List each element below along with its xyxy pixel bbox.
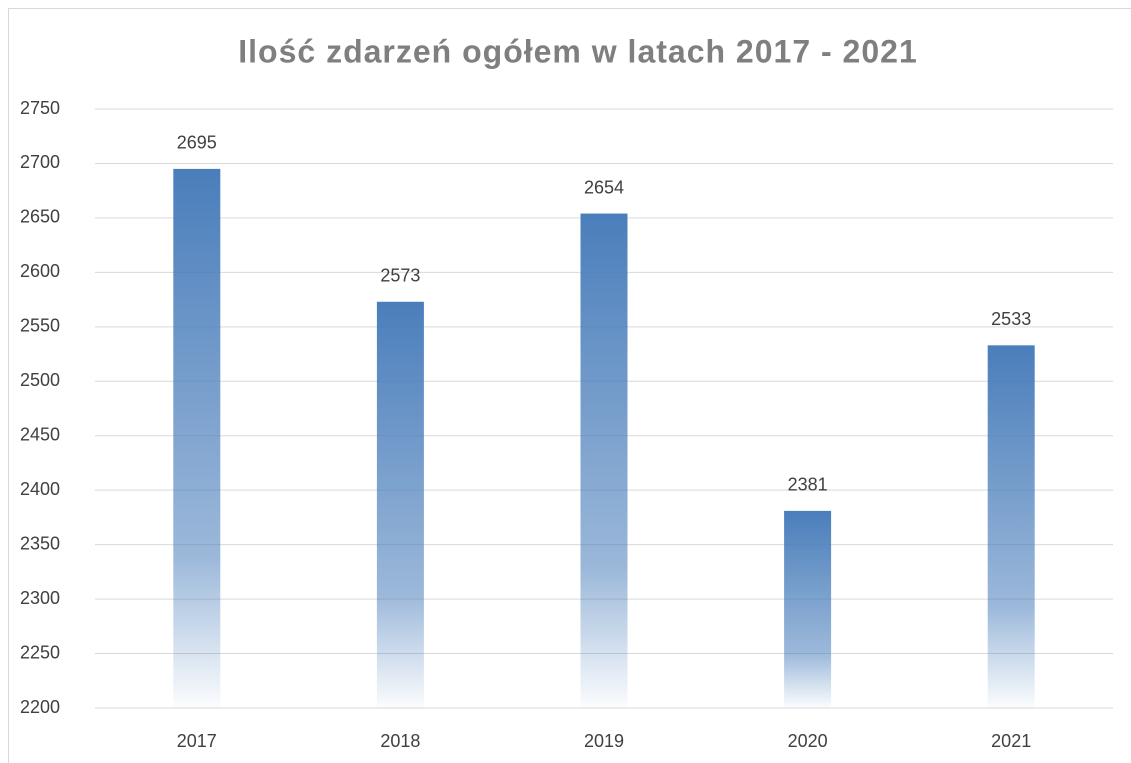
data-label: 2654	[584, 177, 624, 197]
y-tick-label: 2250	[20, 642, 60, 662]
x-tick-label: 2018	[380, 731, 420, 751]
bar	[376, 301, 424, 708]
bar	[784, 510, 832, 708]
data-label: 2573	[380, 266, 420, 286]
y-tick-label: 2450	[20, 424, 60, 444]
x-tick-label: 2019	[584, 731, 624, 751]
y-tick-label: 2300	[20, 588, 60, 608]
y-tick-label: 2400	[20, 479, 60, 499]
y-tick-label: 2550	[20, 316, 60, 336]
x-tick-label: 2020	[788, 731, 828, 751]
data-label: 2533	[991, 309, 1031, 329]
y-tick-label: 2600	[20, 261, 60, 281]
chart-title: Ilość zdarzeń ogółem w latach 2017 - 202…	[238, 33, 917, 69]
y-tick-label: 2200	[20, 697, 60, 717]
data-label: 2695	[177, 133, 217, 153]
bar	[173, 168, 221, 708]
y-tick-label: 2700	[20, 152, 60, 172]
y-tick-label: 2750	[20, 98, 60, 118]
bar	[580, 213, 628, 708]
x-tick-label: 2017	[177, 731, 217, 751]
y-tick-label: 2350	[20, 533, 60, 553]
data-label: 2381	[788, 475, 828, 495]
bar	[987, 345, 1035, 708]
x-tick-label: 2021	[991, 731, 1031, 751]
y-tick-label: 2500	[20, 370, 60, 390]
y-tick-label: 2650	[20, 207, 60, 227]
